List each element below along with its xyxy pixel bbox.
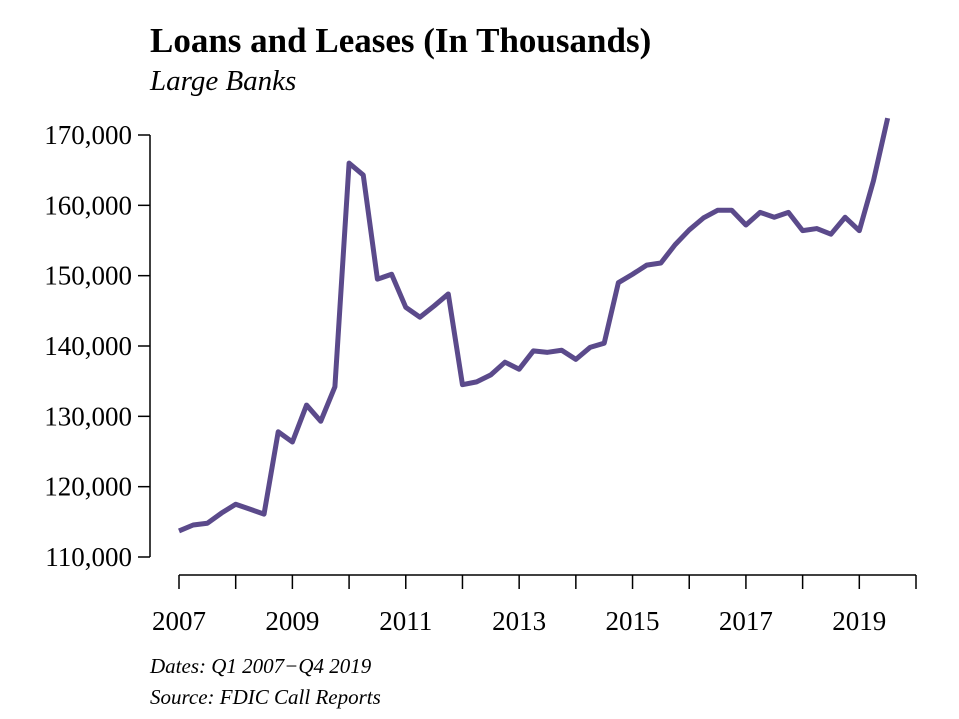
y-tick-label: 170,000 bbox=[44, 120, 132, 150]
note: Source: FDIC Call Reports bbox=[150, 685, 381, 709]
chart-subtitle: Large Banks bbox=[149, 65, 296, 97]
x-tick-label: 2011 bbox=[379, 606, 432, 636]
x-tick-label: 2013 bbox=[492, 606, 546, 636]
x-tick-label: 2007 bbox=[152, 606, 206, 636]
y-tick-label: 120,000 bbox=[44, 472, 132, 502]
y-tick-label: 110,000 bbox=[45, 542, 132, 572]
y-tick-label: 150,000 bbox=[44, 261, 132, 291]
data-line bbox=[178, 117, 891, 534]
note: Dates: Q1 2007−Q4 2019 bbox=[149, 654, 372, 678]
x-tick-label: 2009 bbox=[265, 606, 319, 636]
y-tick-label: 130,000 bbox=[44, 401, 132, 431]
chart-title: Loans and Leases (In Thousands) bbox=[150, 21, 651, 60]
y-tick-label: 140,000 bbox=[44, 331, 132, 361]
y-tick-label: 160,000 bbox=[44, 190, 132, 220]
x-tick-label: 2019 bbox=[832, 606, 886, 636]
x-tick-label: 2017 bbox=[719, 606, 773, 636]
x-tick-label: 2015 bbox=[606, 606, 660, 636]
